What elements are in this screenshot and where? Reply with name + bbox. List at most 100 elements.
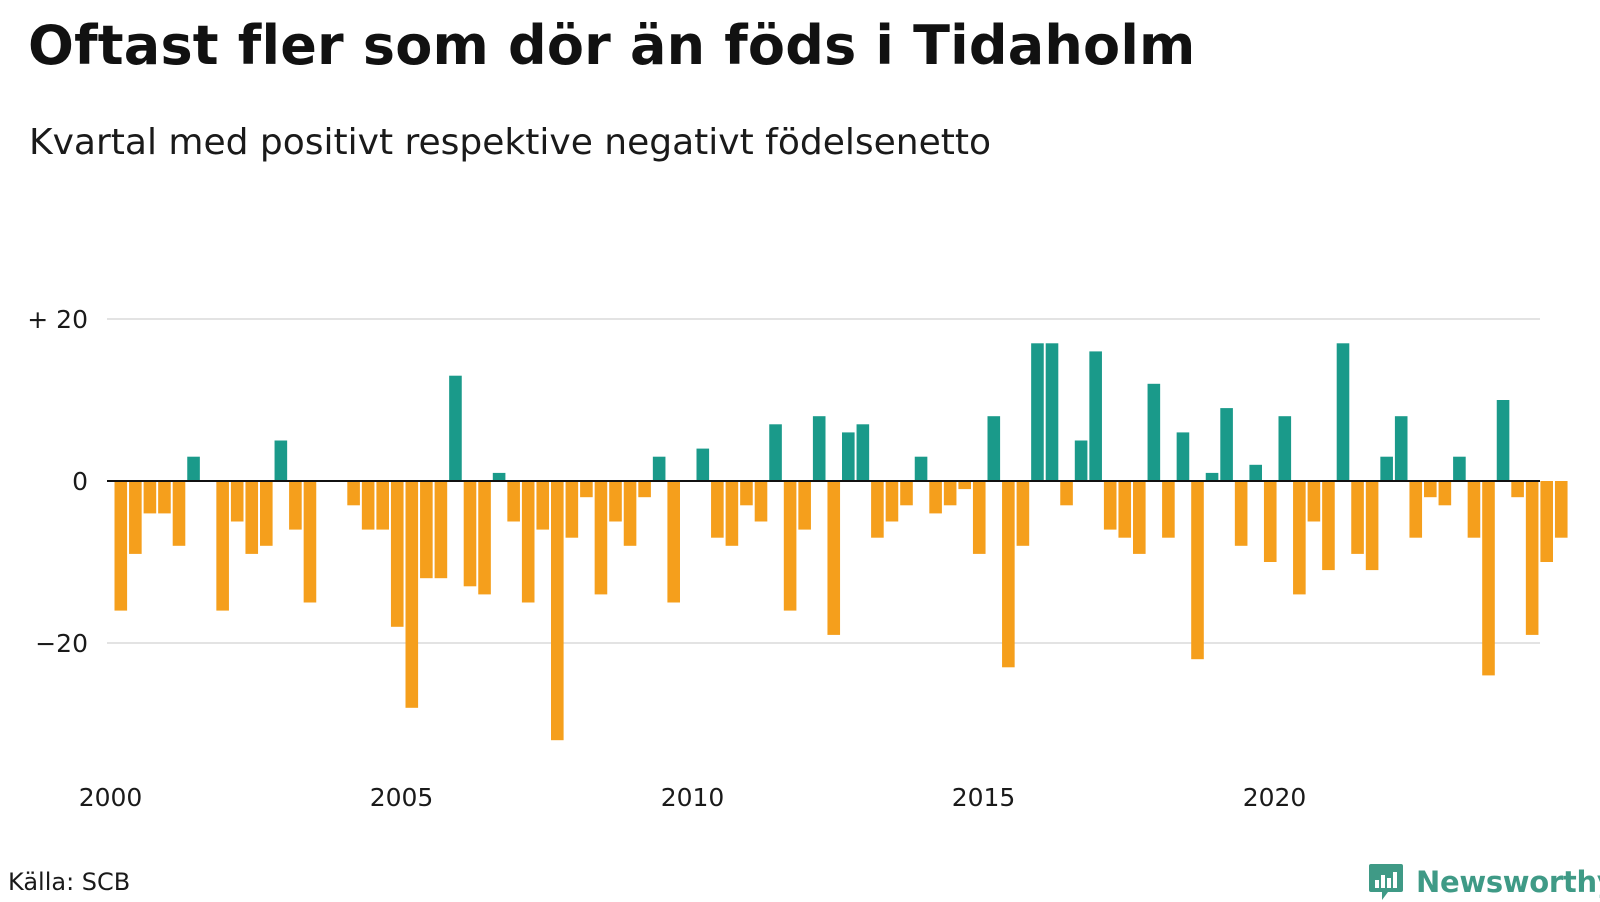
bar <box>492 472 506 481</box>
y-tick-label: 0 <box>72 467 88 496</box>
bar <box>1554 481 1568 538</box>
bar <box>463 481 477 587</box>
x-tick-label: 2005 <box>370 783 434 812</box>
bar <box>114 481 128 611</box>
bar <box>1467 481 1481 538</box>
bar <box>1351 481 1364 554</box>
y-tick-label: + 20 <box>27 305 88 334</box>
bar <box>1118 481 1132 538</box>
bar <box>303 481 317 603</box>
bar <box>434 481 448 579</box>
bar <box>1453 456 1466 481</box>
bar <box>551 481 564 741</box>
brand: Newsworthy <box>1368 862 1600 902</box>
bar <box>1263 481 1277 562</box>
bar <box>230 481 244 522</box>
bar <box>900 481 913 506</box>
bar <box>1002 481 1015 668</box>
bar <box>158 481 171 514</box>
x-tick-label: 2000 <box>79 783 143 812</box>
bar <box>1307 481 1321 522</box>
bar <box>449 375 462 481</box>
newsworthy-logo-icon <box>1369 864 1403 900</box>
bar <box>478 481 491 595</box>
bar <box>1322 481 1335 571</box>
bar <box>1234 481 1248 546</box>
source-note: Källa: SCB <box>8 868 131 896</box>
bar <box>1147 383 1161 481</box>
bar <box>521 481 535 603</box>
bar <box>958 481 971 490</box>
bar <box>187 456 200 481</box>
bar <box>390 481 404 627</box>
bar <box>711 481 724 538</box>
bar <box>260 481 273 546</box>
x-tick-label: 2015 <box>952 783 1016 812</box>
bar <box>798 481 811 530</box>
bar <box>172 481 186 546</box>
bar <box>361 481 375 530</box>
brand-name: Newsworthy <box>1416 865 1600 899</box>
bar <box>1380 456 1393 481</box>
bar <box>274 440 288 481</box>
x-tick-label: 2010 <box>661 783 725 812</box>
bar-chart: + 20 0 −20 2000 2005 2010 2015 2020 <box>27 305 1568 812</box>
bar <box>1103 481 1117 530</box>
bar <box>1089 351 1102 481</box>
bar <box>1220 408 1233 481</box>
y-tick-label: −20 <box>35 629 88 658</box>
page-subtitle: Kvartal med positivt respektive negativt… <box>29 122 991 163</box>
bar <box>972 481 986 554</box>
x-axis-labels: 2000 2005 2010 2015 2020 <box>79 783 1307 812</box>
bar <box>696 448 710 481</box>
bar <box>812 416 826 481</box>
bar <box>1336 343 1350 481</box>
bar <box>667 481 680 603</box>
bar <box>1016 481 1030 546</box>
bar <box>783 481 797 611</box>
bar <box>725 481 739 546</box>
bar <box>1482 481 1495 676</box>
bar <box>885 481 899 522</box>
bar <box>754 481 768 522</box>
bar <box>609 481 622 522</box>
bar <box>987 416 1001 481</box>
bar <box>827 481 841 635</box>
bar <box>1394 416 1408 481</box>
x-tick-label: 2020 <box>1243 783 1307 812</box>
bar <box>929 481 942 514</box>
bar <box>143 481 157 514</box>
bar <box>740 481 753 506</box>
bar <box>856 424 870 481</box>
bar <box>129 481 142 554</box>
bar <box>943 481 957 506</box>
bar <box>1133 481 1146 554</box>
bars <box>114 343 1568 741</box>
bar <box>1293 481 1306 595</box>
bar <box>289 481 302 530</box>
bar <box>638 481 651 498</box>
bar <box>1525 481 1539 635</box>
bar <box>1162 481 1175 538</box>
bar <box>1045 343 1059 481</box>
page-title: Oftast fler som dör än föds i Tidaholm <box>28 14 1196 77</box>
bar <box>842 432 855 481</box>
bar <box>580 481 593 498</box>
bar <box>1496 400 1510 481</box>
bar <box>594 481 608 595</box>
bar <box>420 481 433 579</box>
bar <box>1540 481 1553 562</box>
bar <box>1191 481 1204 660</box>
y-axis-labels: + 20 0 −20 <box>27 305 88 658</box>
bar <box>1074 440 1088 481</box>
bar <box>565 481 579 538</box>
bar <box>1060 481 1073 506</box>
bar <box>405 481 419 708</box>
bar <box>1424 481 1437 498</box>
bar <box>1438 481 1452 506</box>
bar <box>1249 464 1262 481</box>
bar <box>1365 481 1379 571</box>
bar <box>1278 416 1292 481</box>
bar <box>1409 481 1423 538</box>
bar <box>769 424 782 481</box>
